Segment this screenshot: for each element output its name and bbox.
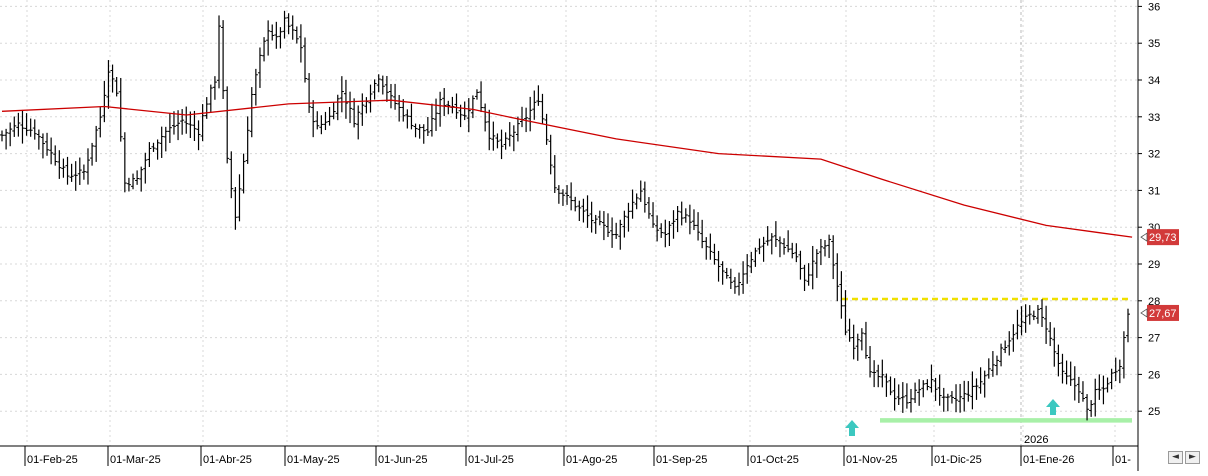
y-tick-label: 28 [1148,296,1160,308]
ma-last-value-label-box [1147,229,1179,246]
x-tick-label: 01-Nov-25 [846,454,897,466]
y-tick-label: 32 [1148,149,1160,161]
y-tick-label: 31 [1148,185,1160,197]
x-tick-label: 01-Dic-25 [934,454,982,466]
value-labels: 29,73 27,67 [1140,229,1179,321]
x-tick-label: 01-Sep-25 [656,454,707,466]
y-tick-label: 29 [1148,259,1160,271]
x-tick-label: 01- [1115,454,1131,466]
price-bars [0,10,1130,421]
last-price-label: 27,67 [1149,308,1177,320]
annotation-layer [842,297,1132,436]
x-tick-label: 01-Jun-25 [378,454,428,466]
x-tick-label: 01-Mar-25 [110,454,161,466]
scroll-left-button[interactable]: ◄ [1168,451,1183,464]
ma-last-value-label-pointer [1140,232,1148,242]
y-tick-label: 36 [1148,1,1160,13]
x-axis: 01-Feb-25 01-Mar-25 01-Abr-25 01-May-25 01-J… [0,434,1138,466]
y-tick-label: 27 [1148,333,1160,345]
x-tick-label: 01-Feb-25 [27,454,78,466]
x-tick-label: 01-Ene-26 [1023,454,1074,466]
moving-average-layer [1,99,1133,238]
x-tick-label: 01-Ago-25 [566,454,617,466]
y-tick-label: 25 [1148,406,1160,418]
y-tick-label: 26 [1148,369,1160,381]
y-tick-label: 33 [1148,112,1160,124]
ma-last-value-label: 29,73 [1149,232,1177,244]
up-arrow-icon [1046,399,1060,415]
last-price-label-box [1147,304,1179,321]
y-tick-label: 35 [1148,38,1160,50]
grid-lines [0,0,1138,446]
up-arrow-icon [845,420,859,436]
year-marker-label: 2026 [1024,434,1048,446]
x-tick-label: 01-Oct-25 [750,454,799,466]
x-tick-label: 01-Jul-25 [468,454,514,466]
x-tick-label: 01-May-25 [287,454,340,466]
y-tick-label: 34 [1148,75,1160,87]
scroll-right-button[interactable]: ► [1185,451,1200,464]
last-price-label-pointer [1140,308,1148,318]
moving-average-line [1,99,1133,238]
x-tick-label: 01-Abr-25 [203,454,252,466]
